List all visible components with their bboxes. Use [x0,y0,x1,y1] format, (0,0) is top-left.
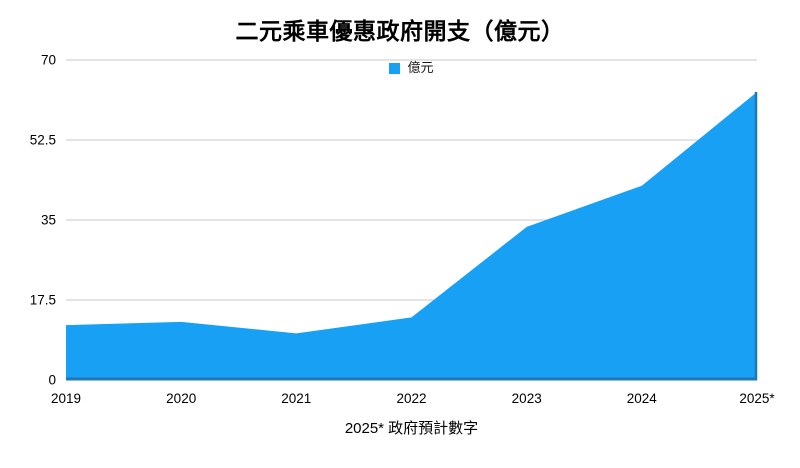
area-series [66,92,757,380]
legend-label: 億元 [407,60,434,75]
x-tick-label: 2021 [281,391,311,406]
y-tick-label: 52.5 [30,133,56,148]
legend-swatch-icon [389,62,401,74]
y-tick-label: 70 [41,53,56,68]
legend: 億元 [66,61,757,75]
x-tick-label: 2024 [627,391,658,406]
y-tick-label: 17.5 [30,293,56,308]
x-tick-label: 2022 [396,391,426,406]
x-tick-label: 2023 [512,391,542,406]
chart-title: 二元乘車優惠政府開支（億元） [235,18,565,44]
x-tick-label: 2019 [51,391,81,406]
x-tick-label: 2025* [739,391,775,406]
y-tick-label: 0 [48,373,56,388]
y-tick-label: 35 [41,213,56,228]
x-tick-label: 2020 [166,391,196,406]
chart-footnote: 2025* 政府預計數字 [344,420,479,437]
